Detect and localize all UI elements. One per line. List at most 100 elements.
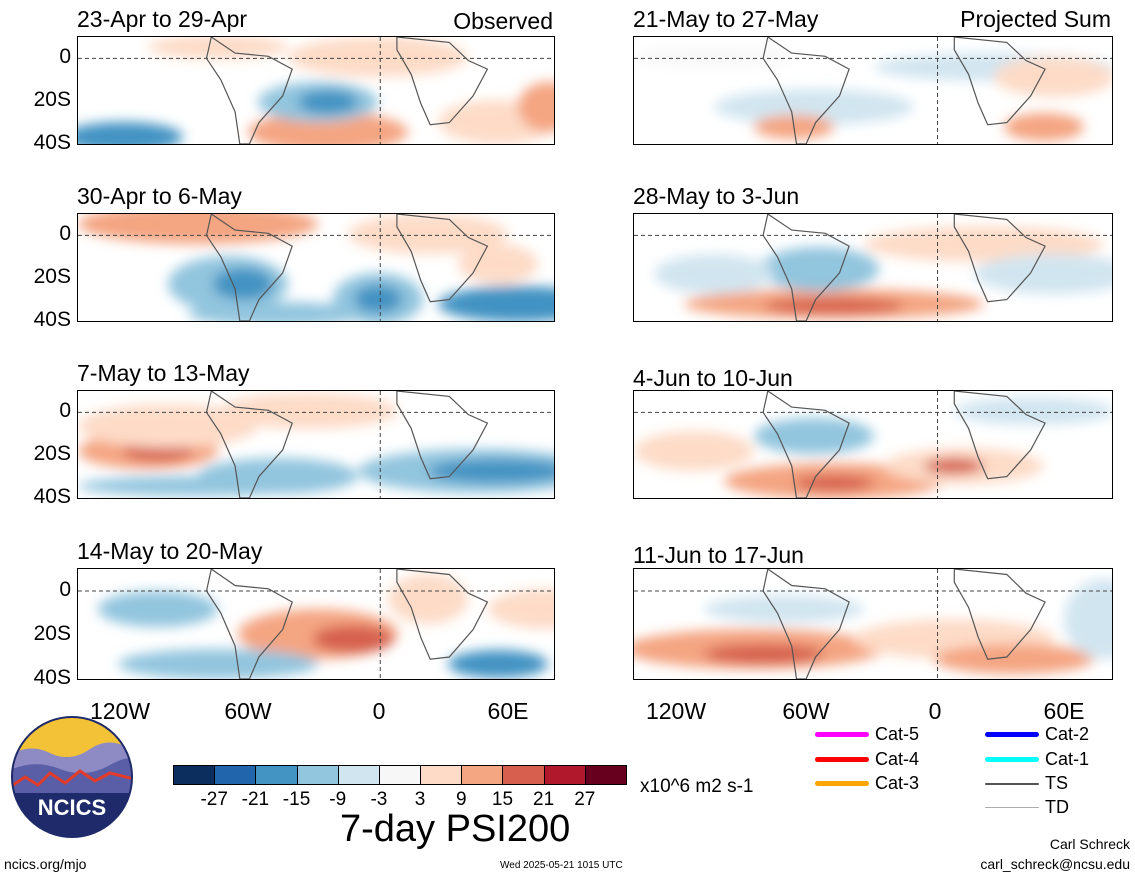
colorbar-swatch — [214, 765, 257, 785]
anomaly-contour — [764, 298, 904, 314]
anomaly-contour — [188, 302, 368, 321]
south-america-outline — [205, 214, 293, 321]
panel-title: 14-May to 20-May — [77, 538, 263, 564]
colorbar-swatch — [378, 765, 422, 785]
legend-swatch — [985, 807, 1039, 808]
observed-label: Observed — [453, 8, 553, 34]
legend-swatch — [815, 757, 869, 762]
africa-outline — [953, 569, 1046, 660]
legend-swatch — [815, 732, 869, 737]
legend-label: Cat-5 — [875, 724, 920, 744]
anomaly-contour — [654, 254, 774, 294]
anomaly-contour — [458, 244, 538, 284]
legend-swatch — [815, 781, 869, 786]
lon-label: 120W — [89, 698, 151, 724]
anomaly-contour — [518, 82, 554, 132]
colorbar-swatch — [584, 765, 627, 785]
colorbar-swatch — [255, 765, 298, 785]
lon-label: 60W — [782, 698, 830, 724]
anomaly-contour — [218, 393, 398, 429]
colorbar-swatch — [337, 765, 380, 785]
south-america-outline — [205, 569, 293, 679]
anomaly-contour — [934, 644, 1094, 674]
south-america-outline — [205, 391, 293, 498]
colorbar-swatch — [173, 765, 216, 785]
map-panel — [77, 568, 555, 680]
colorbar-tick-label: 9 — [455, 789, 467, 810]
anomaly-contour — [78, 404, 258, 448]
anomaly-contour — [288, 37, 468, 77]
map-panel — [633, 36, 1113, 145]
lat-label: 0 — [59, 578, 71, 601]
map-panel — [633, 390, 1113, 499]
lon-label: 0 — [372, 698, 386, 724]
anomaly-contour — [634, 47, 794, 67]
colorbar-swatch — [461, 765, 504, 785]
logo-text: NCICS — [38, 795, 106, 820]
map-panel — [77, 213, 555, 322]
south-america-outline — [762, 569, 850, 679]
anomaly-contour — [704, 595, 864, 623]
anomaly-contour — [1064, 579, 1112, 659]
colorbar-tick-label: 21 — [533, 789, 555, 810]
lat-label: 40S — [33, 666, 71, 689]
anomaly-contour — [78, 122, 183, 144]
anomaly-contour — [313, 625, 393, 653]
anomaly-contour — [1004, 113, 1084, 141]
anomaly-contour — [974, 254, 1112, 294]
south-america-outline — [762, 37, 850, 144]
map-panel — [633, 213, 1113, 322]
panel-title: 28-May to 3-Jun — [633, 183, 800, 209]
main-title: 7-day PSI200 — [340, 808, 571, 850]
anomaly-contour — [754, 418, 874, 454]
panel-title: 21-May to 27-May — [633, 6, 819, 32]
panel-title: 4-Jun to 10-Jun — [633, 365, 793, 391]
lon-label: 120W — [645, 698, 707, 724]
map-panel — [77, 36, 555, 145]
anomaly-contour — [438, 286, 554, 321]
units-label: x10^6 m2 s-1 — [640, 776, 754, 797]
south-america-outline — [205, 37, 293, 144]
lat-label: 20S — [33, 442, 71, 466]
colorbar-tick-label: 3 — [414, 789, 426, 810]
panel-title: 11-Jun to 17-Jun — [633, 542, 804, 568]
legend-swatch — [985, 757, 1039, 762]
lat-label: 20S — [33, 265, 71, 289]
lat-label: 20S — [33, 622, 71, 645]
colorbar-tick-label: 27 — [574, 789, 596, 810]
africa-outline — [953, 37, 1046, 126]
anomaly-contour — [148, 37, 288, 59]
footer-url: ncics.org/mjo — [4, 856, 87, 872]
anomaly-contour — [78, 476, 318, 496]
legend-label: Cat-1 — [1045, 749, 1090, 769]
anomaly-contour — [994, 57, 1112, 97]
legend-label: Cat-4 — [875, 749, 920, 769]
anomaly-contour — [388, 574, 468, 624]
south-america-outline — [762, 391, 850, 498]
legend-swatch — [985, 732, 1039, 737]
colorbar-tick-label: -27 — [200, 789, 228, 810]
footer-author: Carl Schreck — [1049, 836, 1130, 852]
colorbar-swatch — [543, 765, 586, 785]
anomaly-contour — [298, 90, 358, 114]
anomaly-contour — [634, 431, 754, 471]
anomaly-contour — [759, 247, 879, 291]
anomaly-contour — [78, 214, 318, 244]
lat-label: 40S — [33, 131, 71, 154]
colorbar-tick-label: 15 — [491, 789, 514, 810]
anomaly-contour — [248, 112, 408, 144]
anomaly-contour — [213, 268, 273, 300]
lon-label: 60E — [1043, 698, 1085, 724]
map-panel — [633, 568, 1113, 680]
anomaly-contour — [704, 644, 824, 664]
lat-label: 0 — [59, 45, 71, 69]
colorbar-tick-label: -3 — [370, 789, 388, 810]
legend-swatch — [985, 783, 1039, 785]
lat-label: 40S — [33, 485, 71, 508]
legend-label: TD — [1045, 797, 1069, 817]
africa-outline — [396, 214, 489, 303]
anomaly-contour — [348, 214, 508, 254]
colorbar-tick-label: -15 — [282, 789, 311, 810]
lon-label: 60E — [487, 698, 529, 724]
colorbar-swatch — [502, 765, 545, 785]
